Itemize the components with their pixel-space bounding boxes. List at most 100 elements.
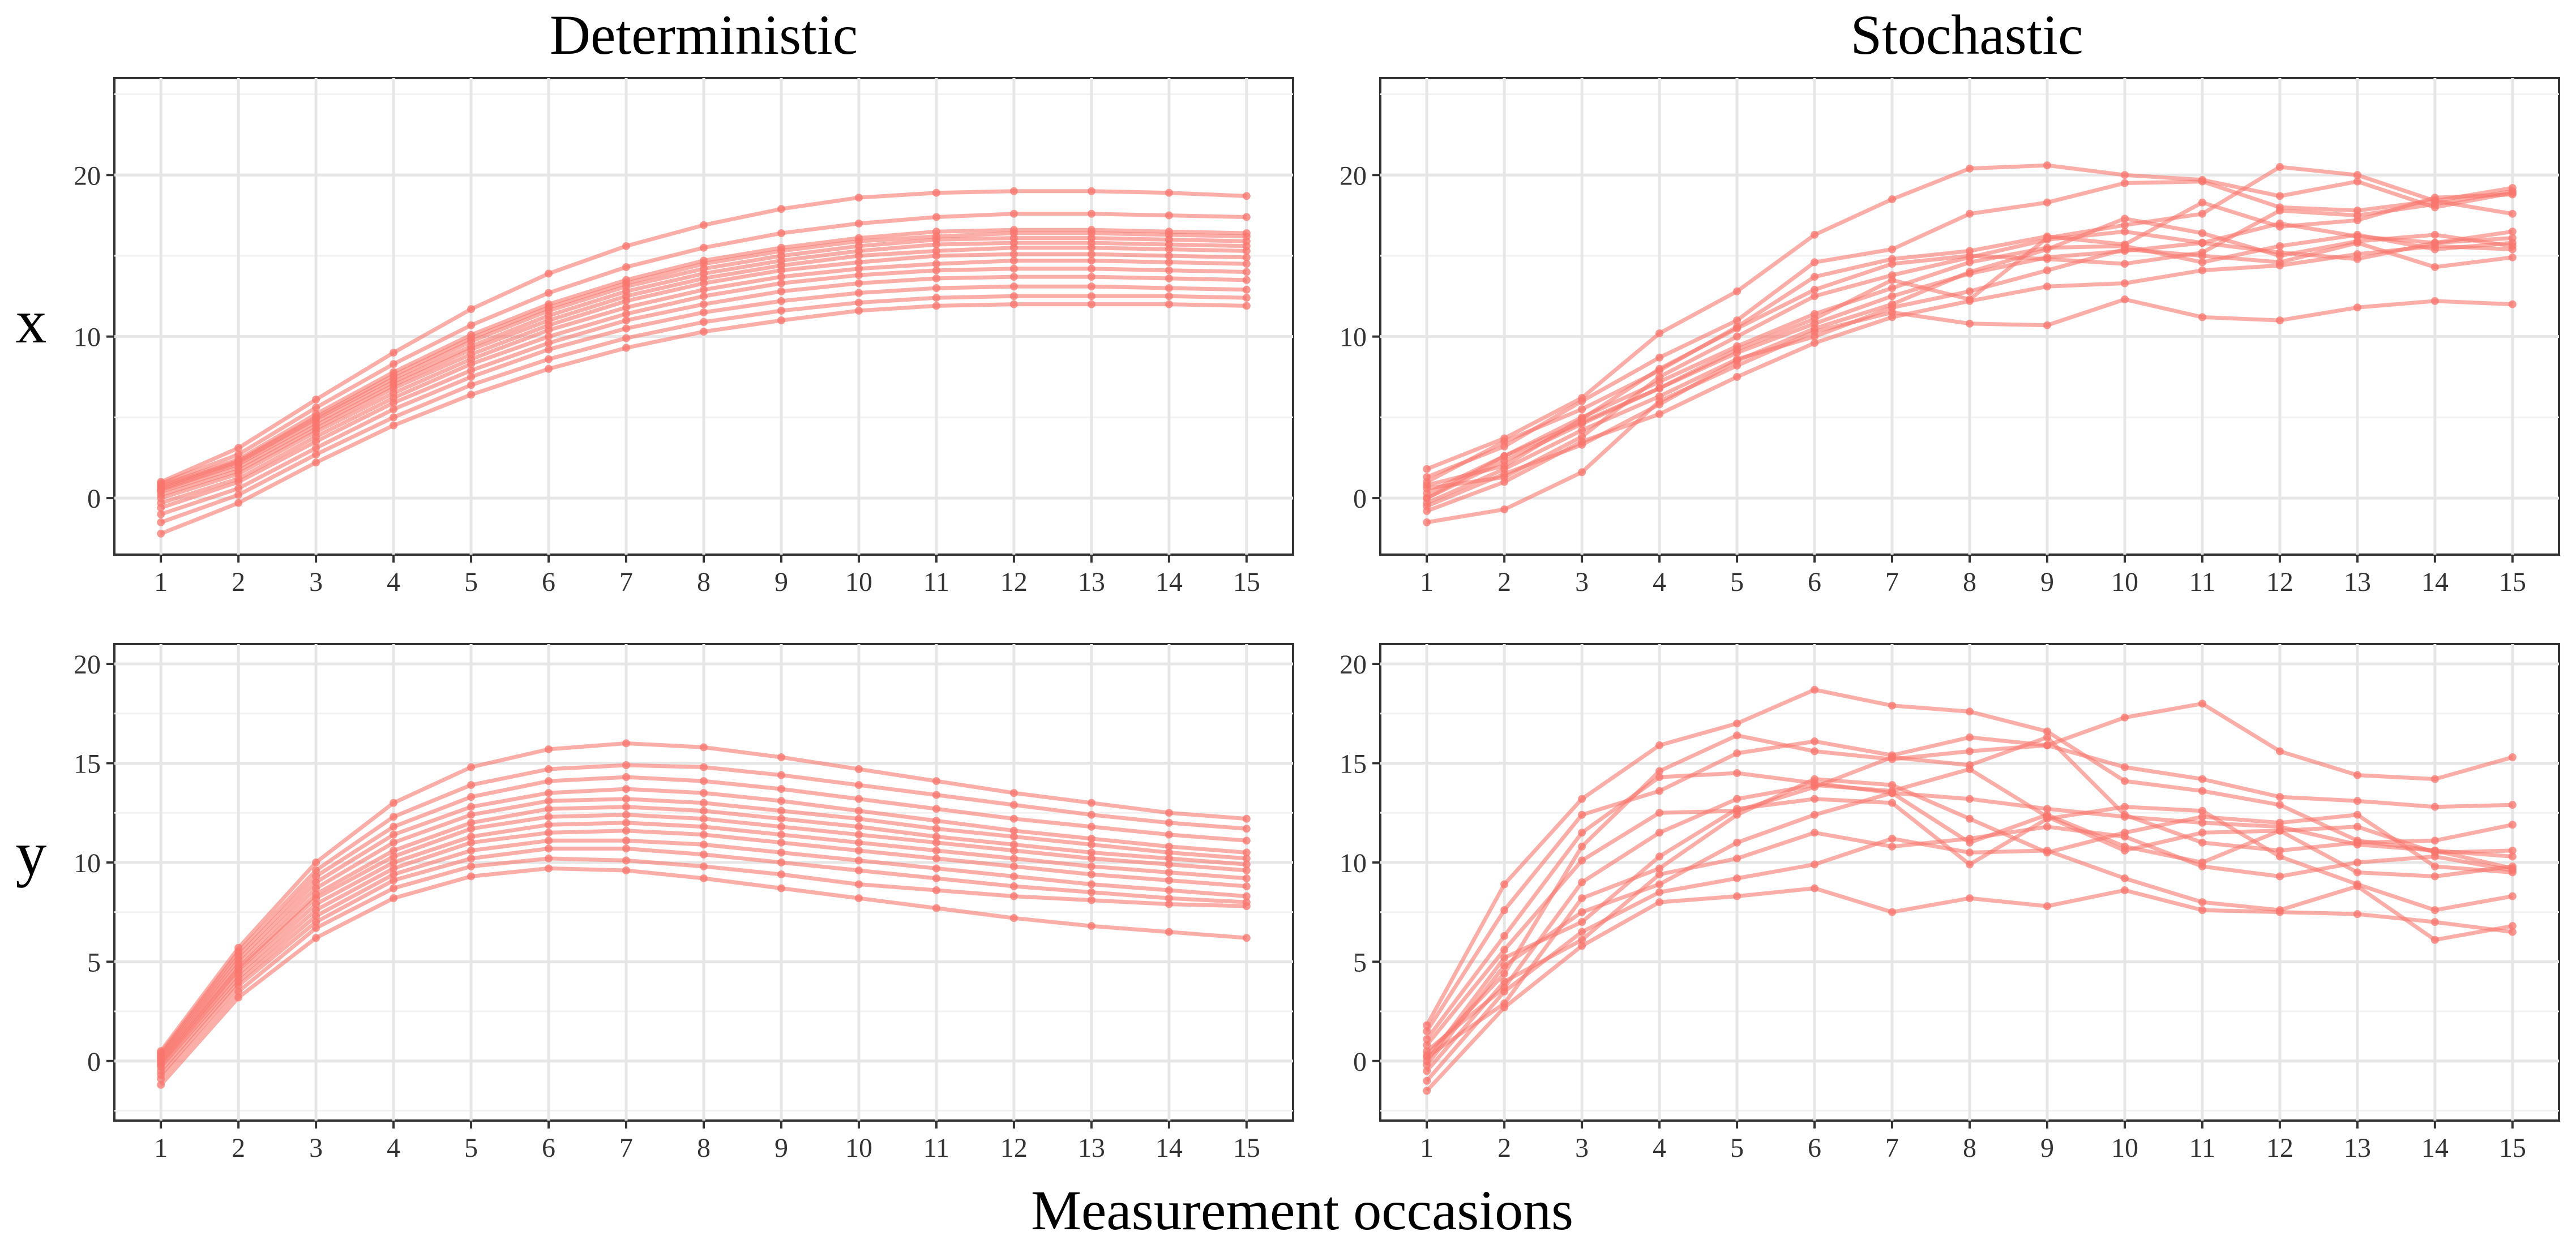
x-tick-label: 4 [387,1133,400,1163]
data-point [157,1047,165,1055]
data-point [700,317,708,326]
data-point [2430,245,2439,254]
data-point [2275,222,2284,231]
data-point [545,345,553,354]
data-point [1165,854,1173,863]
data-point [390,876,398,885]
data-point [1655,410,1664,418]
data-point [700,789,708,797]
x-tick-label: 4 [1653,567,1666,597]
data-point [1087,264,1096,273]
data-point [312,858,320,866]
data-point [1009,209,1018,218]
data-point [2353,836,2361,845]
data-point [390,858,398,866]
data-point [932,825,940,833]
data-point [932,247,940,255]
data-point [2353,880,2361,889]
data-point [1811,230,1819,239]
data-point [545,864,553,873]
data-point [1811,829,1819,837]
data-point [2043,161,2051,170]
data-point [1733,838,1741,847]
data-point [1423,502,1431,510]
x-tick-label: 11 [2189,567,2215,597]
data-point [1087,187,1096,195]
data-point [2508,864,2517,873]
data-point [2120,829,2129,837]
data-point [2430,239,2439,247]
y-tick-label: 15 [74,749,101,779]
data-point [1165,228,1173,236]
data-point [622,303,631,312]
data-point [1500,946,1509,954]
data-point [1500,470,1509,478]
data-point [1009,840,1018,849]
data-point [2353,207,2361,215]
data-point [545,777,553,786]
data-point [2043,805,2051,813]
data-point [700,743,708,752]
data-point [1733,892,1741,900]
data-point [777,870,785,878]
data-point [1655,852,1664,861]
data-point [1578,894,1586,903]
data-point [1087,226,1096,234]
data-point [2198,813,2206,821]
data-point [1733,332,1741,341]
data-point [1242,892,1251,900]
data-point [1500,999,1509,1008]
data-point [1578,842,1586,851]
data-point [2353,822,2361,831]
data-point [1087,862,1096,870]
data-point [545,332,553,341]
data-point [2508,253,2517,261]
data-point [1811,860,1819,869]
data-point [854,194,863,202]
x-tick-label: 7 [1885,567,1899,597]
data-point [1811,685,1819,694]
data-point [622,785,631,793]
data-point [157,478,165,486]
data-point [700,285,708,294]
data-point [854,271,863,280]
data-point [1009,882,1018,891]
data-point [932,817,940,825]
data-point [1009,801,1018,809]
row-label-y: y [16,819,47,888]
data-point [2275,801,2284,809]
data-point [2043,727,2051,736]
data-point [2353,868,2361,877]
data-point [932,904,940,912]
data-point [1655,400,1664,409]
data-point [1423,473,1431,481]
data-point [390,852,398,861]
data-point [1811,324,1819,333]
x-tick-label: 8 [1963,567,1976,597]
data-point [1655,384,1664,393]
data-point [1655,392,1664,401]
data-point [2353,237,2361,246]
data-point [2120,221,2129,229]
data-point [1165,188,1173,197]
data-point [1578,426,1586,435]
x-tick-label: 14 [2421,567,2449,597]
data-point [2043,255,2051,263]
data-point [1811,315,1819,323]
x-tick-label: 10 [845,1133,872,1163]
data-point [700,830,708,839]
data-point [622,836,631,845]
data-point [1733,795,1741,803]
data-point [1165,928,1173,936]
x-tick-label: 10 [845,567,872,597]
data-point [1655,829,1664,837]
data-point [1811,258,1819,267]
data-point [2353,910,2361,919]
data-point [1578,432,1586,441]
data-point [545,821,553,829]
data-point [932,302,940,310]
data-point [777,229,785,238]
data-point [545,765,553,774]
